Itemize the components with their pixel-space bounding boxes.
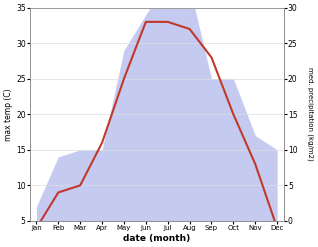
- X-axis label: date (month): date (month): [123, 234, 190, 243]
- Y-axis label: med. precipitation (kg/m2): med. precipitation (kg/m2): [307, 67, 314, 161]
- Y-axis label: max temp (C): max temp (C): [4, 88, 13, 141]
